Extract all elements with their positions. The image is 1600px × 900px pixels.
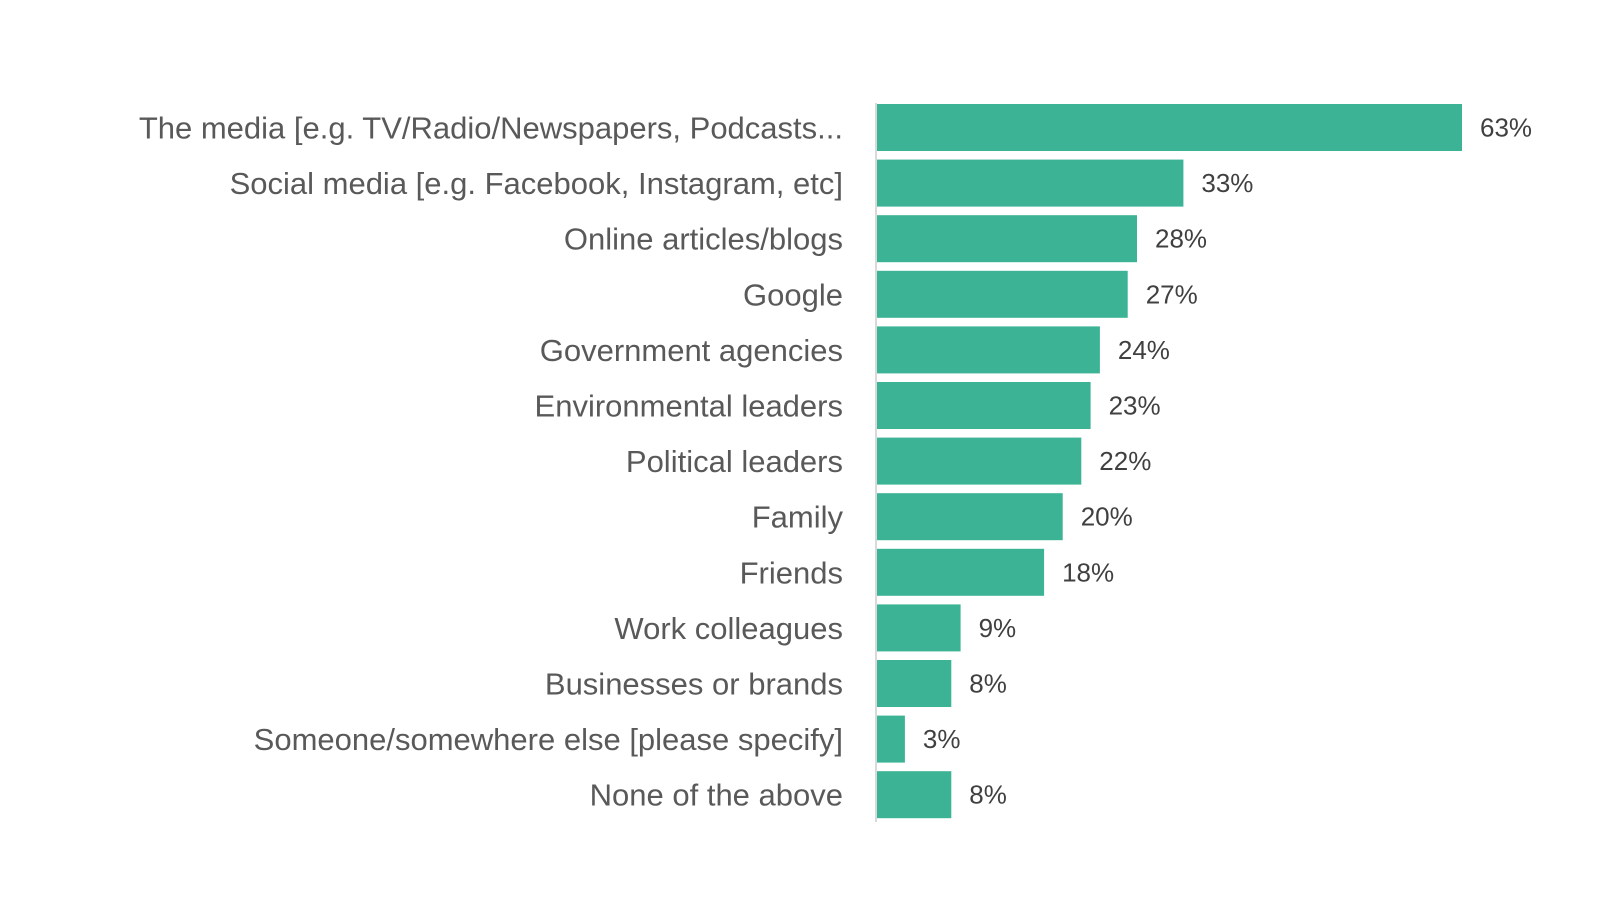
category-label: The media [e.g. TV/Radio/Newspapers, Pod… <box>139 111 843 146</box>
category-label: Family <box>752 500 844 535</box>
category-label: Someone/somewhere else [please specify] <box>254 722 843 757</box>
data-label: 24% <box>1118 335 1170 365</box>
bar <box>877 437 1082 485</box>
bar <box>877 493 1063 541</box>
category-label: Businesses or brands <box>545 667 843 702</box>
category-label: Environmental leaders <box>535 389 843 424</box>
bar <box>877 215 1137 263</box>
data-label: 27% <box>1146 279 1198 309</box>
bar <box>877 159 1184 207</box>
category-label: Online articles/blogs <box>564 222 843 257</box>
bar <box>877 548 1045 596</box>
bar <box>877 660 952 707</box>
category-label: None of the above <box>590 778 843 813</box>
bar <box>877 771 952 819</box>
data-label: 23% <box>1109 391 1161 421</box>
bar <box>877 326 1100 374</box>
category-label: Work colleagues <box>614 611 843 646</box>
data-label: 28% <box>1155 224 1207 254</box>
category-label: Government agencies <box>540 333 843 368</box>
bar <box>877 104 1462 151</box>
data-label: 9% <box>979 613 1017 643</box>
data-label: 8% <box>969 669 1007 699</box>
category-label: Google <box>743 277 843 312</box>
bars <box>877 104 1462 819</box>
data-label: 33% <box>1201 168 1253 198</box>
bar <box>877 604 961 652</box>
data-label: 63% <box>1480 113 1532 143</box>
category-label: Political leaders <box>626 444 843 479</box>
category-labels: The media [e.g. TV/Radio/Newspapers, Pod… <box>139 111 844 813</box>
data-label: 22% <box>1099 446 1151 476</box>
data-label: 8% <box>969 780 1007 810</box>
category-label: Friends <box>740 555 843 590</box>
bar <box>877 715 905 763</box>
data-label: 3% <box>923 724 961 754</box>
value-labels: 63% 33% 28% 27% 24% 23% 22% 20% 18% 9% 8% 3% 8% <box>923 113 1532 810</box>
category-label: Social media [e.g. Facebook, Instagram, … <box>230 166 843 201</box>
bar <box>877 382 1091 429</box>
data-label: 20% <box>1081 502 1133 532</box>
data-label: 18% <box>1062 557 1114 587</box>
bar <box>877 270 1128 318</box>
